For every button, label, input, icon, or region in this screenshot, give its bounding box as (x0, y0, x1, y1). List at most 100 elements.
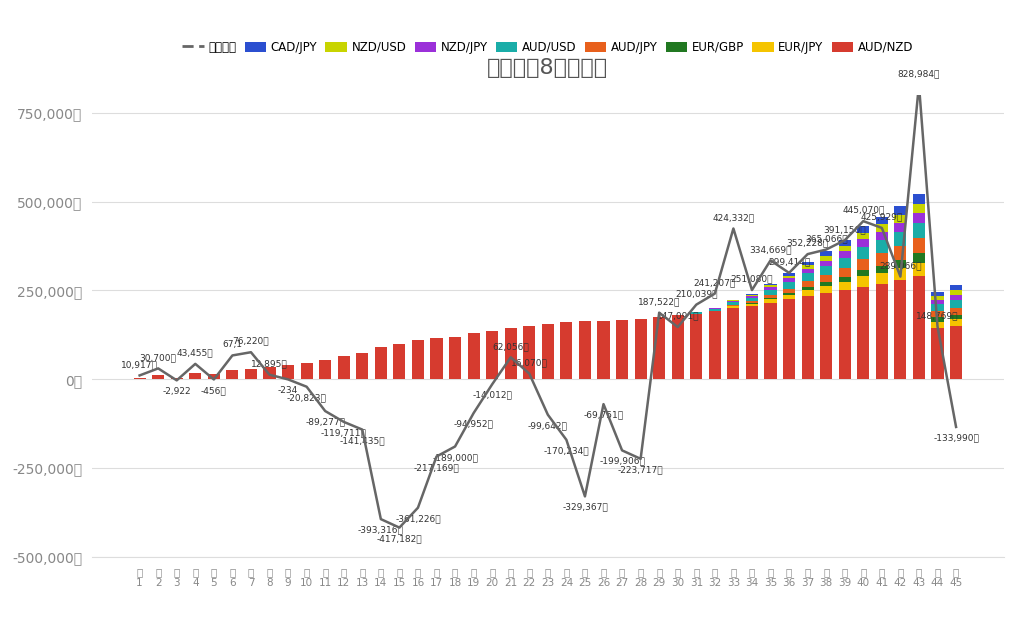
Bar (820, 293, 833, 379)
Bar (894, 206, 906, 215)
Bar (950, 285, 963, 291)
Bar (356, 353, 369, 379)
Bar (226, 370, 239, 379)
Text: 210,039円: 210,039円 (675, 289, 718, 298)
Bar (876, 216, 888, 224)
Bar (876, 253, 888, 266)
Text: 67,1: 67,1 (222, 340, 243, 349)
Bar (839, 258, 851, 268)
Bar (820, 261, 833, 266)
Bar (894, 268, 906, 280)
Bar (745, 298, 758, 301)
Bar (672, 315, 684, 379)
Text: -94,952円: -94,952円 (454, 420, 494, 429)
Bar (523, 326, 536, 379)
Bar (820, 282, 833, 286)
Bar (857, 276, 869, 287)
Text: -393,316円: -393,316円 (358, 525, 403, 534)
Bar (820, 286, 833, 293)
Text: 445,070円: 445,070円 (842, 206, 885, 215)
Bar (820, 266, 833, 275)
Bar (745, 301, 758, 303)
Bar (950, 291, 963, 295)
Bar (709, 308, 721, 311)
Bar (932, 304, 943, 311)
Bar (727, 306, 739, 308)
Text: -199,906円: -199,906円 (599, 457, 645, 466)
Bar (745, 304, 758, 306)
Bar (727, 308, 739, 379)
Bar (913, 253, 925, 263)
Bar (894, 280, 906, 379)
Bar (876, 273, 888, 284)
Bar (876, 224, 888, 232)
Bar (857, 232, 869, 239)
Text: -329,367円: -329,367円 (562, 503, 608, 512)
Bar (802, 290, 814, 296)
Bar (189, 373, 202, 379)
Bar (635, 319, 646, 379)
Bar (765, 284, 776, 285)
Bar (468, 333, 479, 379)
Bar (319, 360, 331, 379)
Bar (709, 311, 721, 379)
Bar (894, 223, 906, 232)
Bar (375, 348, 387, 379)
Text: 10,917円: 10,917円 (121, 360, 158, 369)
Bar (857, 259, 869, 270)
Bar (765, 285, 776, 287)
Bar (913, 238, 925, 253)
Bar (857, 239, 869, 247)
Text: 241,207円: 241,207円 (693, 278, 736, 287)
Text: -141,435円: -141,435円 (340, 436, 385, 445)
Bar (745, 295, 758, 296)
Bar (932, 311, 943, 318)
Text: 424,332円: 424,332円 (713, 213, 755, 222)
Text: -14,012円: -14,012円 (472, 391, 512, 399)
Bar (560, 322, 572, 379)
Bar (783, 292, 795, 295)
Text: 289,066円: 289,066円 (880, 261, 922, 270)
Text: -89,277円: -89,277円 (305, 417, 345, 427)
Text: 30,700円: 30,700円 (139, 353, 176, 362)
Bar (745, 294, 758, 295)
Title: トラリブ8通貨投賄: トラリブ8通貨投賄 (487, 58, 608, 78)
Bar (802, 296, 814, 379)
Text: 76,220円: 76,220円 (232, 337, 269, 346)
Text: 43,455円: 43,455円 (177, 349, 214, 358)
Bar (412, 340, 424, 379)
Bar (597, 321, 609, 379)
Text: -133,990円: -133,990円 (933, 434, 979, 442)
Bar (263, 367, 275, 379)
Bar (894, 215, 906, 223)
Bar (913, 263, 925, 276)
Text: -99,642円: -99,642円 (528, 421, 567, 430)
Bar (301, 363, 312, 379)
Bar (950, 308, 963, 315)
Bar (950, 299, 963, 308)
Bar (765, 298, 776, 299)
Bar (802, 261, 814, 265)
Bar (913, 223, 925, 238)
Bar (913, 204, 925, 213)
Bar (857, 226, 869, 232)
Bar (765, 303, 776, 379)
Bar (932, 328, 943, 379)
Bar (894, 232, 906, 246)
Bar (616, 320, 628, 379)
Text: 334,669円: 334,669円 (750, 245, 792, 254)
Bar (839, 241, 851, 246)
Text: 187,522円: 187,522円 (638, 298, 680, 306)
Text: -119,711円: -119,711円 (321, 429, 367, 437)
Bar (857, 270, 869, 276)
Bar (820, 275, 833, 282)
Bar (802, 269, 814, 273)
Text: 425,929円: 425,929円 (861, 213, 903, 222)
Bar (802, 265, 814, 269)
Bar (745, 306, 758, 379)
Bar (876, 266, 888, 273)
Bar (932, 322, 943, 328)
Bar (950, 295, 963, 299)
Bar (765, 287, 776, 290)
Bar (783, 273, 795, 276)
